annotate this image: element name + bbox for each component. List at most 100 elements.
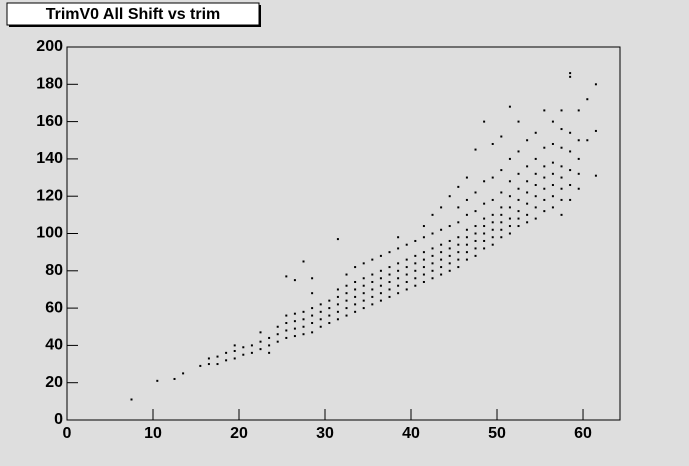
y-tick-label: 160: [36, 113, 63, 130]
point: [551, 206, 554, 209]
point: [517, 187, 520, 190]
point: [594, 129, 597, 132]
point: [457, 266, 460, 269]
point: [508, 105, 511, 108]
x-tick-label: 10: [144, 425, 162, 442]
point: [405, 243, 408, 246]
point: [457, 243, 460, 246]
point: [431, 277, 434, 280]
plot-frame: [66, 46, 621, 421]
point: [311, 314, 314, 317]
point: [216, 363, 219, 366]
y-tick-label: 0: [54, 411, 63, 428]
point: [440, 266, 443, 269]
point: [345, 314, 348, 317]
point: [448, 239, 451, 242]
point: [362, 284, 365, 287]
point: [242, 346, 245, 349]
point: [345, 273, 348, 276]
point: [379, 284, 382, 287]
point: [491, 142, 494, 145]
point: [569, 150, 572, 153]
point: [371, 280, 374, 283]
point: [560, 109, 563, 112]
point: [517, 150, 520, 153]
point: [422, 251, 425, 254]
point: [388, 266, 391, 269]
point: [422, 236, 425, 239]
point: [465, 236, 468, 239]
point: [311, 277, 314, 280]
y-tick-label: 80: [45, 262, 63, 279]
point: [534, 184, 537, 187]
point: [319, 318, 322, 321]
x-tick-label: 30: [316, 425, 334, 442]
point: [302, 325, 305, 328]
point: [551, 120, 554, 123]
point: [259, 340, 262, 343]
point: [156, 379, 159, 382]
point: [319, 325, 322, 328]
point: [285, 322, 288, 325]
point: [302, 310, 305, 313]
point: [577, 172, 580, 175]
point: [354, 266, 357, 269]
point: [293, 327, 296, 330]
point: [414, 239, 417, 242]
point: [508, 157, 511, 160]
point: [534, 157, 537, 160]
point: [534, 206, 537, 209]
point: [182, 372, 185, 375]
point: [354, 303, 357, 306]
point: [577, 109, 580, 112]
point: [594, 83, 597, 86]
point: [560, 187, 563, 190]
point: [440, 251, 443, 254]
point: [474, 148, 477, 151]
point: [508, 217, 511, 220]
point: [500, 169, 503, 172]
point: [328, 322, 331, 325]
point: [293, 335, 296, 338]
point: [560, 198, 563, 201]
point: [319, 310, 322, 313]
y-tick-label: 20: [45, 374, 63, 391]
point: [397, 262, 400, 265]
point: [534, 172, 537, 175]
point: [311, 292, 314, 295]
chart-title: TrimV0 All Shift vs trim: [46, 6, 221, 23]
point: [422, 258, 425, 261]
point: [431, 262, 434, 265]
point: [345, 299, 348, 302]
point: [500, 213, 503, 216]
point: [448, 225, 451, 228]
point: [534, 217, 537, 220]
point: [517, 198, 520, 201]
point: [233, 357, 236, 360]
point: [225, 351, 228, 354]
point: [422, 225, 425, 228]
point: [276, 340, 279, 343]
point: [362, 292, 365, 295]
point: [293, 312, 296, 315]
y-tick-label: 100: [36, 225, 63, 242]
point: [526, 202, 529, 205]
point: [457, 251, 460, 254]
point: [422, 266, 425, 269]
point: [551, 142, 554, 145]
point: [569, 169, 572, 172]
point: [414, 254, 417, 257]
point: [319, 303, 322, 306]
point: [483, 217, 486, 220]
point: [483, 180, 486, 183]
point: [431, 232, 434, 235]
point: [526, 139, 529, 142]
point: [293, 320, 296, 323]
point: [379, 277, 382, 280]
point: [500, 135, 503, 138]
point: [500, 206, 503, 209]
point: [526, 221, 529, 224]
point: [302, 333, 305, 336]
y-tick-label: 60: [45, 299, 63, 316]
